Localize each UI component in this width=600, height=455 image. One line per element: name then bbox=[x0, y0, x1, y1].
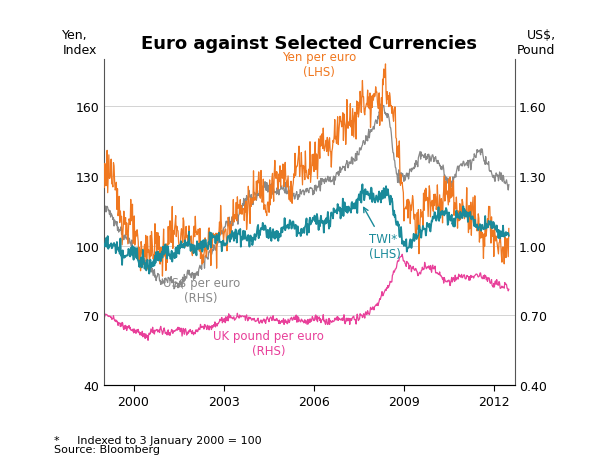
Text: UK pound per euro
(RHS): UK pound per euro (RHS) bbox=[214, 330, 324, 358]
Text: Yen,
Index: Yen, Index bbox=[62, 29, 97, 57]
Text: Yen per euro
(LHS): Yen per euro (LHS) bbox=[282, 51, 356, 79]
Text: TWI*
(LHS): TWI* (LHS) bbox=[364, 208, 401, 260]
Text: US$ per euro
(RHS): US$ per euro (RHS) bbox=[163, 276, 240, 304]
Text: US$,
Pound: US$, Pound bbox=[517, 29, 556, 57]
Text: *     Indexed to 3 January 2000 = 100: * Indexed to 3 January 2000 = 100 bbox=[54, 435, 262, 445]
Title: Euro against Selected Currencies: Euro against Selected Currencies bbox=[141, 35, 477, 53]
Text: Source: Bloomberg: Source: Bloomberg bbox=[54, 444, 160, 454]
